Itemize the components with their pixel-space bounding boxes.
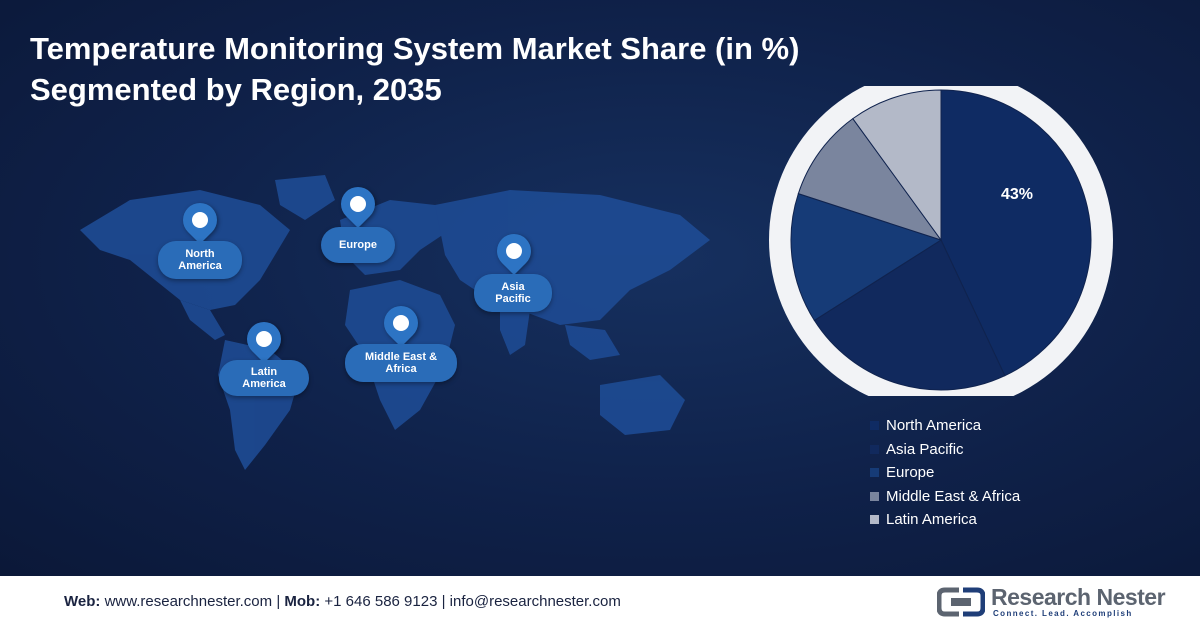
website-link[interactable]: www.researchnester.com [104, 593, 273, 610]
legend-item: Middle East & Africa [870, 485, 1020, 509]
region-label-north-america: North America [158, 241, 242, 279]
pie-slice-latin-america [852, 89, 942, 242]
pie-slice-middle-east-africa [797, 117, 943, 241]
footer: Web: www.researchnester.com | Mob: +1 64… [0, 576, 1200, 628]
region-label-europe: Europe [321, 227, 395, 263]
mob-label: Mob: [284, 593, 321, 610]
legend-item: North America [870, 414, 1020, 438]
legend-swatch [870, 421, 879, 431]
infographic-panel: Temperature Monitoring System Market Sha… [0, 0, 1200, 576]
map-australia [600, 375, 685, 435]
region-label-text: Latin America [242, 366, 286, 390]
pie-slice-europe [790, 193, 943, 322]
pie-chart-svg [769, 68, 1113, 412]
legend-label: North America [886, 417, 982, 435]
legend-item: Europe [870, 461, 1020, 485]
legend-swatch [870, 491, 879, 501]
logo-tagline: Connect. Lead. Accomplish [993, 609, 1133, 618]
region-label-text: North America [178, 248, 222, 272]
chart-title: Temperature Monitoring System Market Sha… [30, 28, 850, 110]
region-label-middle-east-africa: Middle East & Africa [345, 344, 457, 382]
map-greenland [275, 175, 335, 220]
footer-separator: | [276, 593, 281, 610]
map-south-asia [500, 305, 530, 355]
legend-swatch [870, 468, 879, 478]
region-label-text: Europe [339, 239, 377, 251]
footer-contact: Web: www.researchnester.com | Mob: +1 64… [64, 593, 621, 610]
map-se-asia [565, 325, 620, 360]
region-label-text: Asia Pacific [495, 281, 531, 305]
legend-label: Europe [886, 464, 935, 482]
email-link[interactable]: info@researchnester.com [449, 593, 621, 610]
legend-swatch [870, 444, 879, 454]
legend-label: Asia Pacific [886, 440, 964, 458]
legend-label: Latin America [886, 511, 977, 529]
pie-slice-north-america [940, 89, 1092, 377]
legend-swatch [870, 515, 879, 525]
map-central-america [180, 300, 225, 340]
title-line-1: Temperature Monitoring System Market Sha… [30, 31, 800, 66]
legend-item: Latin America [870, 508, 1020, 532]
legend-item: Asia Pacific [870, 438, 1020, 462]
pie-slice-asia-pacific [813, 239, 1006, 391]
research-nester-logo: Research Nester Connect. Lead. Accomplis… [937, 584, 1166, 620]
pie-data-label-north-america: 43% [1001, 186, 1034, 203]
pie-legend: North America Asia Pacific Europe Middle… [870, 414, 1020, 532]
title-line-2: Segmented by Region, 2035 [30, 72, 442, 107]
map-asia [435, 190, 710, 325]
web-label: Web: [64, 593, 101, 610]
region-label-text: Middle East & Africa [364, 351, 438, 375]
region-label-asia-pacific: Asia Pacific [474, 274, 552, 312]
footer-separator: | [441, 593, 446, 610]
logo-name: Research Nester [991, 584, 1166, 610]
logo-mark-icon [937, 587, 985, 617]
pie-chart: 43% [765, 68, 1115, 412]
legend-label: Middle East & Africa [886, 487, 1021, 505]
phone-number: +1 646 586 9123 [324, 593, 438, 610]
region-label-latin-america: Latin America [219, 360, 309, 396]
